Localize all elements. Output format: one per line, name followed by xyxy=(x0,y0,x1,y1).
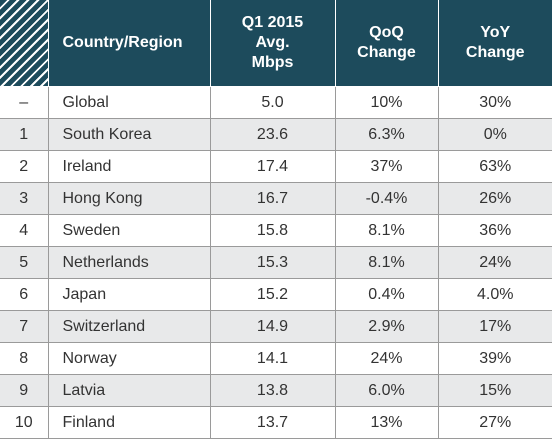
rank: 10 xyxy=(0,406,49,439)
table-row: 8 Norway 14.1 24% 39% xyxy=(0,342,552,375)
yoy-change: 4.0% xyxy=(437,278,552,311)
qoq-change: 37% xyxy=(334,150,439,183)
rank: 1 xyxy=(0,118,49,151)
yoy-change: 27% xyxy=(437,406,552,439)
header-cell: QoQ Change xyxy=(334,0,439,87)
table-row: 2 Ireland 17.4 37% 63% xyxy=(0,150,552,183)
country: Hong Kong xyxy=(47,182,211,215)
table-row: 7 Switzerland 14.9 2.9% 17% xyxy=(0,310,552,343)
yoy-change: 0% xyxy=(437,118,552,151)
yoy-change: 26% xyxy=(437,182,552,215)
table-header: Country/Region Q1 2015 Avg. Mbps QoQ Chang… xyxy=(0,0,552,87)
yoy-change: 36% xyxy=(437,214,552,247)
qoq-change: 6.0% xyxy=(334,374,439,407)
qoq-change: 2.9% xyxy=(334,310,439,343)
table-row: 3 Hong Kong 16.7 -0.4% 26% xyxy=(0,182,552,215)
speed: 14.1 xyxy=(209,342,336,375)
country: Finland xyxy=(47,406,211,439)
qoq-change: 24% xyxy=(334,342,439,375)
rank: – xyxy=(0,86,49,119)
table-row: 1 South Korea 23.6 6.3% 0% xyxy=(0,118,552,151)
table-body: – Global 5.0 10% 30% 1 South Korea 23.6 6.3% 0% 2 I… xyxy=(0,86,552,439)
yoy-change: 17% xyxy=(437,310,552,343)
rank: 7 xyxy=(0,310,49,343)
qoq-change: 6.3% xyxy=(334,118,439,151)
header-cell: Country/Region xyxy=(47,0,211,87)
country: Global xyxy=(47,86,211,119)
qoq-change: 8.1% xyxy=(334,246,439,279)
country: Sweden xyxy=(47,214,211,247)
yoy-change: 24% xyxy=(437,246,552,279)
qoq-change: 0.4% xyxy=(334,278,439,311)
table-row: 4 Sweden 15.8 8.1% 36% xyxy=(0,214,552,247)
country: Ireland xyxy=(47,150,211,183)
speed: 13.7 xyxy=(209,406,336,439)
speed: 13.8 xyxy=(209,374,336,407)
rank: 5 xyxy=(0,246,49,279)
rank: 2 xyxy=(0,150,49,183)
rank: 6 xyxy=(0,278,49,311)
header-text: Country/Region xyxy=(62,34,183,51)
table-row: 9 Latvia 13.8 6.0% 15% xyxy=(0,374,552,407)
speed: 23.6 xyxy=(209,118,336,151)
speed: 5.0 xyxy=(209,86,336,119)
table-row: 5 Netherlands 15.3 8.1% 24% xyxy=(0,246,552,279)
header-row: Country/Region Q1 2015 Avg. Mbps QoQ Chang… xyxy=(0,0,552,87)
yoy-change: 63% xyxy=(437,150,552,183)
speed: 16.7 xyxy=(209,182,336,215)
yoy-change: 39% xyxy=(437,342,552,375)
header-text: Q1 2015 Avg. Mbps xyxy=(241,14,304,71)
country: Switzerland xyxy=(47,310,211,343)
rank: 8 xyxy=(0,342,49,375)
yoy-change: 15% xyxy=(437,374,552,407)
country: Netherlands xyxy=(47,246,211,279)
rank: 4 xyxy=(0,214,49,247)
speed: 15.3 xyxy=(209,246,336,279)
header-cell: Q1 2015 Avg. Mbps xyxy=(209,0,336,87)
country: South Korea xyxy=(47,118,211,151)
speed: 15.2 xyxy=(209,278,336,311)
qoq-change: 8.1% xyxy=(334,214,439,247)
qoq-change: -0.4% xyxy=(334,182,439,215)
header-text: QoQ Change xyxy=(357,24,416,61)
speed: 17.4 xyxy=(209,150,336,183)
qoq-change: 13% xyxy=(334,406,439,439)
header-text: YoY Change xyxy=(465,24,525,61)
country: Japan xyxy=(47,278,211,311)
table-row: – Global 5.0 10% 30% xyxy=(0,86,552,119)
table-row: 10 Finland 13.7 13% 27% xyxy=(0,406,552,439)
rank: 3 xyxy=(0,182,49,215)
speed: 14.9 xyxy=(209,310,336,343)
table-row: 6 Japan 15.2 0.4% 4.0% xyxy=(0,278,552,311)
rank: 9 xyxy=(0,374,49,407)
header-cell: YoY Change xyxy=(437,0,552,87)
yoy-change: 30% xyxy=(437,86,552,119)
country: Norway xyxy=(47,342,211,375)
qoq-change: 10% xyxy=(334,86,439,119)
country: Latvia xyxy=(47,374,211,407)
speed: 15.8 xyxy=(209,214,336,247)
hatch-cell xyxy=(0,0,49,87)
